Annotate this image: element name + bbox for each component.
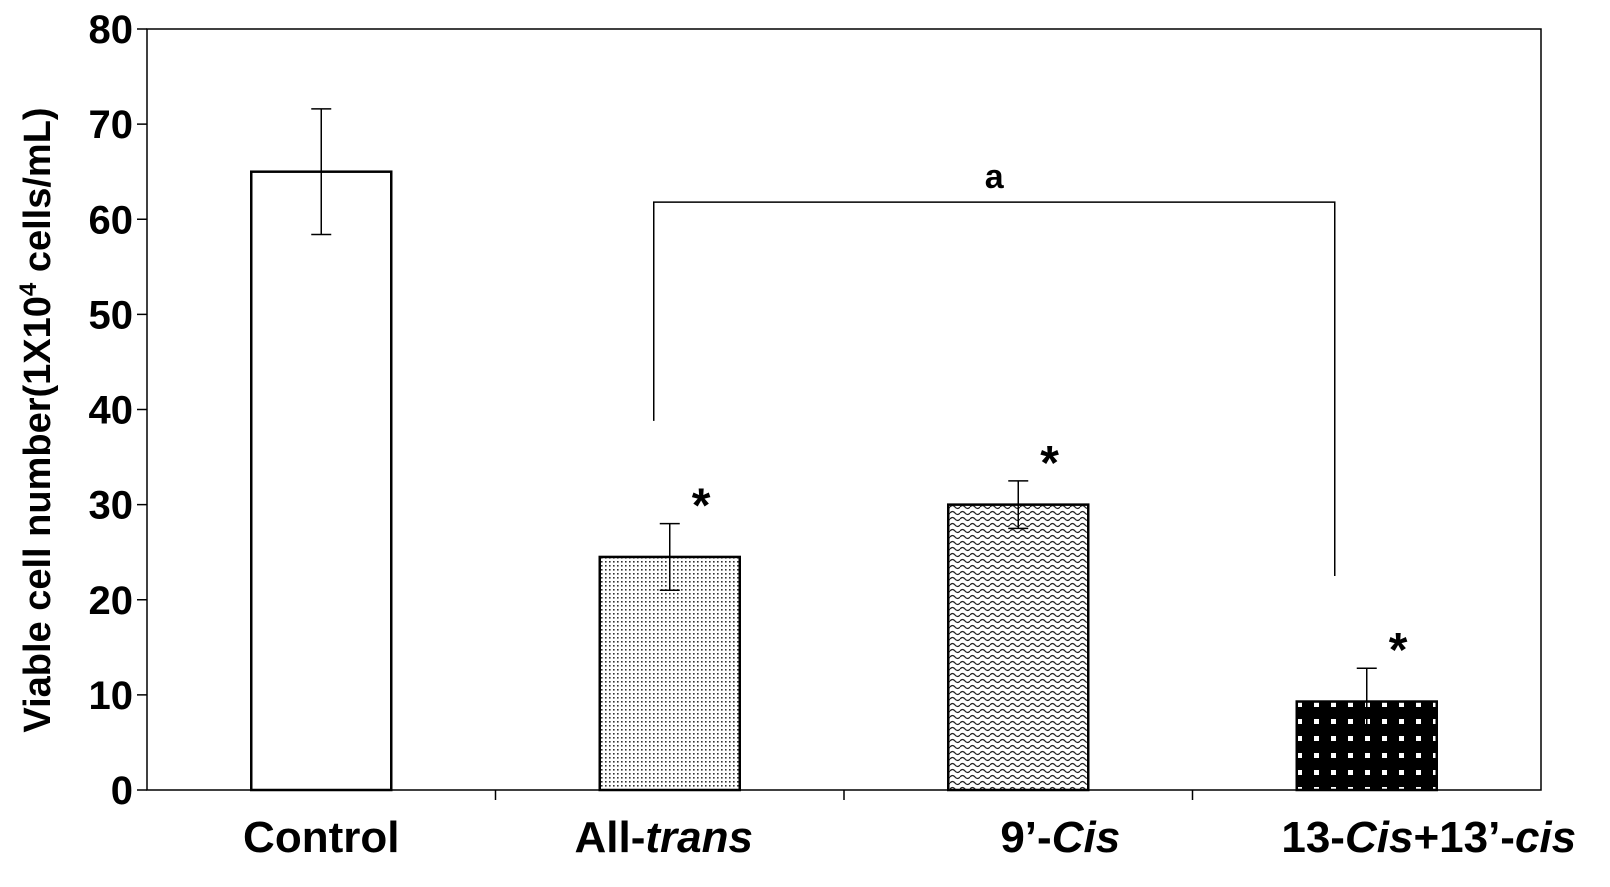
error-bars-group <box>311 108 1377 736</box>
y-tick-label: 0 <box>111 769 133 813</box>
significance-markers-group: * * * <box>692 437 1408 677</box>
y-tick-label: 50 <box>89 293 134 337</box>
bars-group <box>250 170 1438 792</box>
bar-0 <box>250 170 393 792</box>
error-bar-2 <box>1008 480 1029 530</box>
x-category-label-2: 9’-Cis <box>1000 813 1120 862</box>
y-tick-label: 30 <box>89 484 134 528</box>
y-tick-label: 40 <box>89 389 134 433</box>
y-axis-ticks: 0 10 20 30 40 50 60 70 80 <box>89 8 1194 813</box>
y-tick-label: 20 <box>89 579 134 623</box>
bar-2 <box>947 503 1090 792</box>
bar-1 <box>598 555 741 792</box>
y-tick-label: 80 <box>89 8 134 52</box>
significance-star-1: * <box>692 480 711 533</box>
x-category-label-0: Control <box>243 813 399 862</box>
error-bar-0 <box>311 108 332 236</box>
significance-star-2: * <box>1040 437 1059 490</box>
y-tick-label: 10 <box>89 674 134 718</box>
x-axis-labels: Control All-trans 9’-Cis 13-Cis+13’-cis <box>243 813 1576 862</box>
x-category-label-1: All-trans <box>575 813 753 862</box>
error-bar-3 <box>1356 667 1377 736</box>
x-category-label-3: 13-Cis+13’-cis <box>1281 813 1576 862</box>
error-bar-1 <box>659 522 680 591</box>
y-tick-label: 60 <box>89 198 134 242</box>
bracket-label: a <box>985 158 1005 196</box>
significance-star-3: * <box>1389 624 1408 677</box>
y-axis-label: Viable cell number(1X104 cells/mL) <box>15 107 59 732</box>
significance-bracket: a <box>653 158 1336 576</box>
y-tick-label: 70 <box>89 103 134 147</box>
bracket-line <box>653 201 1336 576</box>
